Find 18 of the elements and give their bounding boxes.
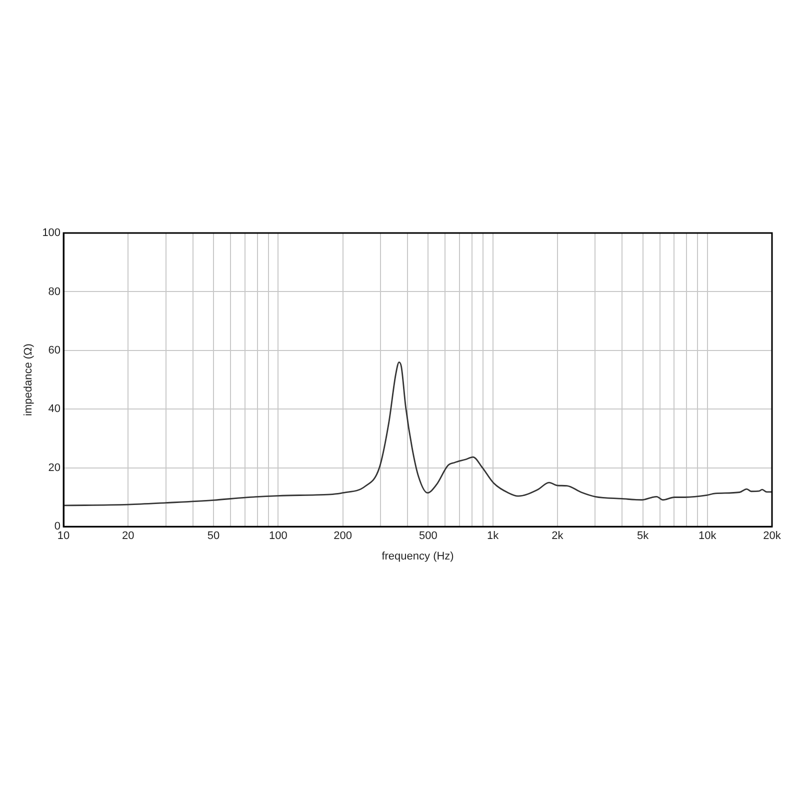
- y-tick-label: 80: [48, 286, 61, 298]
- x-tick-label: 2k: [552, 530, 564, 542]
- x-tick-label: 1k: [486, 530, 500, 542]
- x-tick-label: 50: [207, 530, 220, 542]
- y-tick-label: 60: [48, 344, 61, 356]
- x-tick-label: 5k: [636, 530, 650, 542]
- x-tick-label: 200: [334, 530, 352, 542]
- x-tick-label: 10: [57, 530, 70, 542]
- x-tick-label: 20k: [763, 530, 782, 542]
- y-tick-label: 40: [48, 403, 61, 416]
- x-tick-label: 500: [418, 530, 438, 542]
- x-axis-title: frequency (Hz): [382, 550, 454, 562]
- y-tick-label: 100: [42, 227, 61, 240]
- y-axis-title: impedance (Ω): [22, 344, 35, 416]
- x-tick-label: 100: [268, 530, 288, 542]
- y-tick-label: 20: [48, 462, 61, 474]
- x-tick-label: 20: [122, 530, 134, 542]
- x-tick-label: 10k: [698, 530, 717, 542]
